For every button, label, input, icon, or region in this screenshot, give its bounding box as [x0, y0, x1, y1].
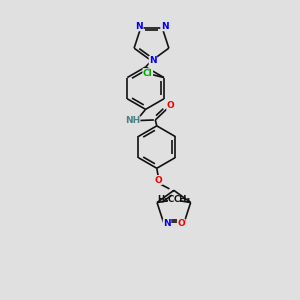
Text: N: N — [163, 219, 171, 228]
Text: O: O — [177, 219, 185, 228]
Text: NH: NH — [125, 116, 140, 125]
Text: N: N — [149, 56, 157, 65]
Text: N: N — [136, 22, 143, 31]
Text: H₃C: H₃C — [157, 195, 175, 204]
Text: O: O — [167, 101, 175, 110]
Text: Cl: Cl — [143, 69, 153, 78]
Text: N: N — [161, 22, 168, 31]
Text: CH₃: CH₃ — [173, 195, 190, 204]
Text: O: O — [154, 176, 162, 184]
